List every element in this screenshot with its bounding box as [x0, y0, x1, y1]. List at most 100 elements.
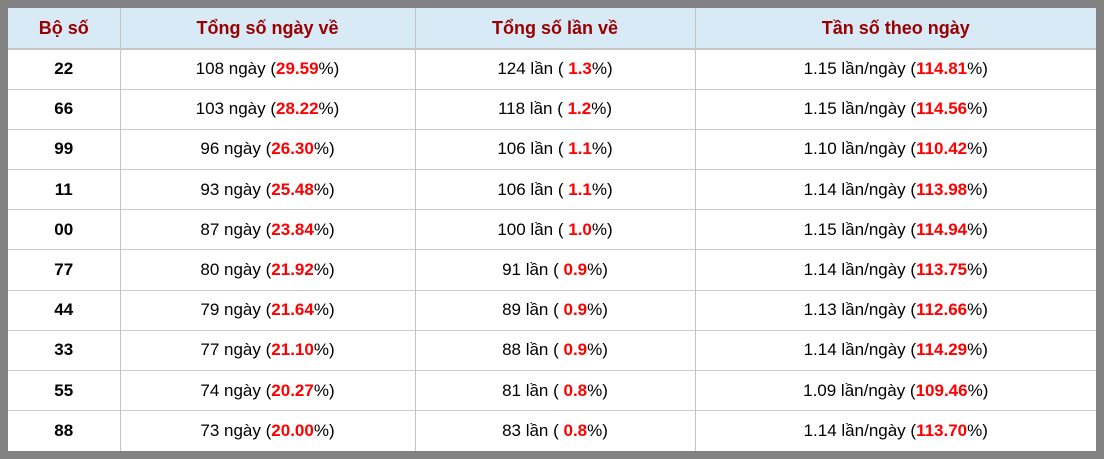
pair-cell: 11 — [8, 169, 120, 210]
times-suffix: %) — [587, 421, 608, 441]
days-suffix: %) — [313, 421, 335, 441]
days-cell: 80 ngày (21.92%) — [119, 249, 415, 291]
frequency-percent: 114.56 — [916, 99, 968, 119]
days-value: 73 ngày ( — [200, 421, 272, 441]
times-percent: 0.9 — [563, 260, 588, 280]
table-row: 55 74 ngày (20.27%) 81 lần ( 0.8%) 1.09 … — [8, 369, 1096, 411]
days-percent: 23.84 — [271, 219, 314, 239]
times-value: 83 lần ( — [502, 421, 564, 441]
pair-value: 11 — [54, 179, 73, 199]
times-percent: 1.2 — [567, 99, 592, 119]
frequency-percent: 113.75 — [916, 260, 968, 280]
times-suffix: %) — [591, 179, 613, 199]
frequency-cell: 1.14 lần/ngày (113.98%) — [694, 169, 1096, 210]
times-suffix: %) — [587, 260, 608, 280]
days-value: 77 ngày ( — [200, 340, 272, 360]
table-body: 22 108 ngày (29.59%) 124 lần ( 1.3%) 1.1… — [8, 49, 1096, 451]
frequency-value: 1.14 lần/ngày ( — [803, 260, 917, 280]
frequency-value: 1.09 lần/ngày ( — [803, 380, 916, 400]
frequency-value: 1.14 lần/ngày ( — [803, 179, 917, 199]
days-value: 74 ngày ( — [200, 380, 272, 400]
days-percent: 21.92 — [271, 260, 314, 280]
times-value: 88 lần ( — [502, 340, 564, 360]
pair-value: 66 — [54, 99, 74, 119]
times-suffix: %) — [591, 139, 613, 159]
days-cell: 103 ngày (28.22%) — [119, 88, 415, 130]
days-cell: 79 ngày (21.64%) — [119, 289, 415, 331]
frequency-value: 1.15 lần/ngày ( — [803, 219, 917, 239]
pair-value: 44 — [54, 300, 74, 320]
days-value: 108 ngày ( — [195, 59, 276, 79]
frequency-cell: 1.13 lần/ngày (112.66%) — [694, 289, 1096, 331]
pair-cell: 88 — [8, 410, 120, 451]
times-value: 100 lần ( — [497, 219, 569, 239]
days-suffix: %) — [313, 380, 335, 400]
frequency-suffix: %) — [967, 139, 988, 159]
days-value: 80 ngày ( — [200, 260, 272, 280]
frequency-suffix: %) — [967, 179, 988, 199]
days-cell: 93 ngày (25.48%) — [119, 169, 415, 210]
days-suffix: %) — [313, 340, 335, 360]
times-percent: 0.8 — [563, 421, 588, 441]
times-cell: 89 lần ( 0.9%) — [414, 289, 695, 331]
times-percent: 1.1 — [568, 139, 592, 159]
days-suffix: %) — [313, 260, 335, 280]
times-percent: 0.9 — [563, 340, 588, 360]
days-percent: 21.10 — [271, 340, 314, 360]
table-row: 11 93 ngày (25.48%) 106 lần ( 1.1%) 1.14… — [8, 169, 1096, 210]
frequency-percent: 112.66 — [916, 300, 968, 320]
days-percent: 26.30 — [271, 139, 314, 159]
times-suffix: %) — [587, 300, 608, 320]
frequency-value: 1.10 lần/ngày ( — [803, 139, 917, 159]
frequency-cell: 1.15 lần/ngày (114.94%) — [694, 209, 1096, 250]
days-suffix: %) — [313, 300, 335, 320]
times-value: 91 lần ( — [502, 260, 564, 280]
table-row: 00 87 ngày (23.84%) 100 lần ( 1.0%) 1.15… — [8, 209, 1096, 250]
days-value: 103 ngày ( — [195, 99, 276, 119]
times-cell: 81 lần ( 0.8%) — [414, 369, 695, 411]
times-value: 81 lần ( — [502, 380, 564, 400]
frequency-cell: 1.14 lần/ngày (113.70%) — [694, 410, 1096, 451]
header-row: Bộ số Tổng số ngày về Tổng số lần về Tần… — [8, 8, 1096, 50]
times-value: 106 lần ( — [497, 179, 569, 199]
frequency-value: 1.13 lần/ngày ( — [803, 300, 917, 320]
pair-cell: 33 — [8, 329, 120, 371]
frequency-suffix: %) — [967, 260, 988, 280]
times-suffix: %) — [587, 340, 608, 360]
pair-value: 99 — [54, 139, 74, 159]
frequency-percent: 114.81 — [916, 59, 968, 79]
pair-cell: 77 — [8, 249, 120, 291]
frequency-value: 1.14 lần/ngày ( — [803, 421, 917, 441]
column-header-pair: Bộ số — [8, 8, 120, 50]
times-percent: 0.8 — [563, 380, 588, 400]
days-cell: 87 ngày (23.84%) — [119, 209, 415, 250]
table-row: 33 77 ngày (21.10%) 88 lần ( 0.9%) 1.14 … — [8, 329, 1096, 371]
pair-cell: 66 — [8, 88, 120, 130]
pair-value: 77 — [54, 260, 74, 280]
frequency-suffix: %) — [967, 59, 988, 79]
times-cell: 106 lần ( 1.1%) — [414, 169, 695, 210]
frequency-percent: 113.70 — [916, 421, 968, 441]
times-cell: 100 lần ( 1.0%) — [414, 209, 695, 250]
frequency-cell: 1.15 lần/ngày (114.56%) — [694, 88, 1096, 130]
frequency-suffix: %) — [967, 99, 988, 119]
column-header-frequency: Tần số theo ngày — [694, 8, 1096, 50]
days-value: 87 ngày ( — [200, 219, 272, 239]
days-percent: 25.48 — [271, 179, 314, 199]
days-percent: 20.00 — [271, 421, 314, 441]
frequency-percent: 114.29 — [916, 340, 968, 360]
frequency-cell: 1.14 lần/ngày (113.75%) — [694, 249, 1096, 291]
table-row: 44 79 ngày (21.64%) 89 lần ( 0.9%) 1.13 … — [8, 289, 1096, 331]
times-suffix: %) — [591, 219, 613, 239]
times-percent: 1.3 — [568, 59, 592, 79]
times-percent: 1.1 — [568, 179, 592, 199]
days-percent: 21.64 — [271, 300, 314, 320]
times-percent: 1.0 — [568, 219, 592, 239]
days-percent: 20.27 — [271, 380, 314, 400]
days-suffix: %) — [318, 59, 340, 79]
days-cell: 108 ngày (29.59%) — [119, 49, 415, 90]
frequency-value: 1.14 lần/ngày ( — [803, 340, 917, 360]
table-row: 22 108 ngày (29.59%) 124 lần ( 1.3%) 1.1… — [8, 49, 1096, 90]
table-row: 66 103 ngày (28.22%) 118 lần ( 1.2%) 1.1… — [8, 88, 1096, 130]
frequency-cell: 1.09 lần/ngày (109.46%) — [694, 369, 1096, 411]
